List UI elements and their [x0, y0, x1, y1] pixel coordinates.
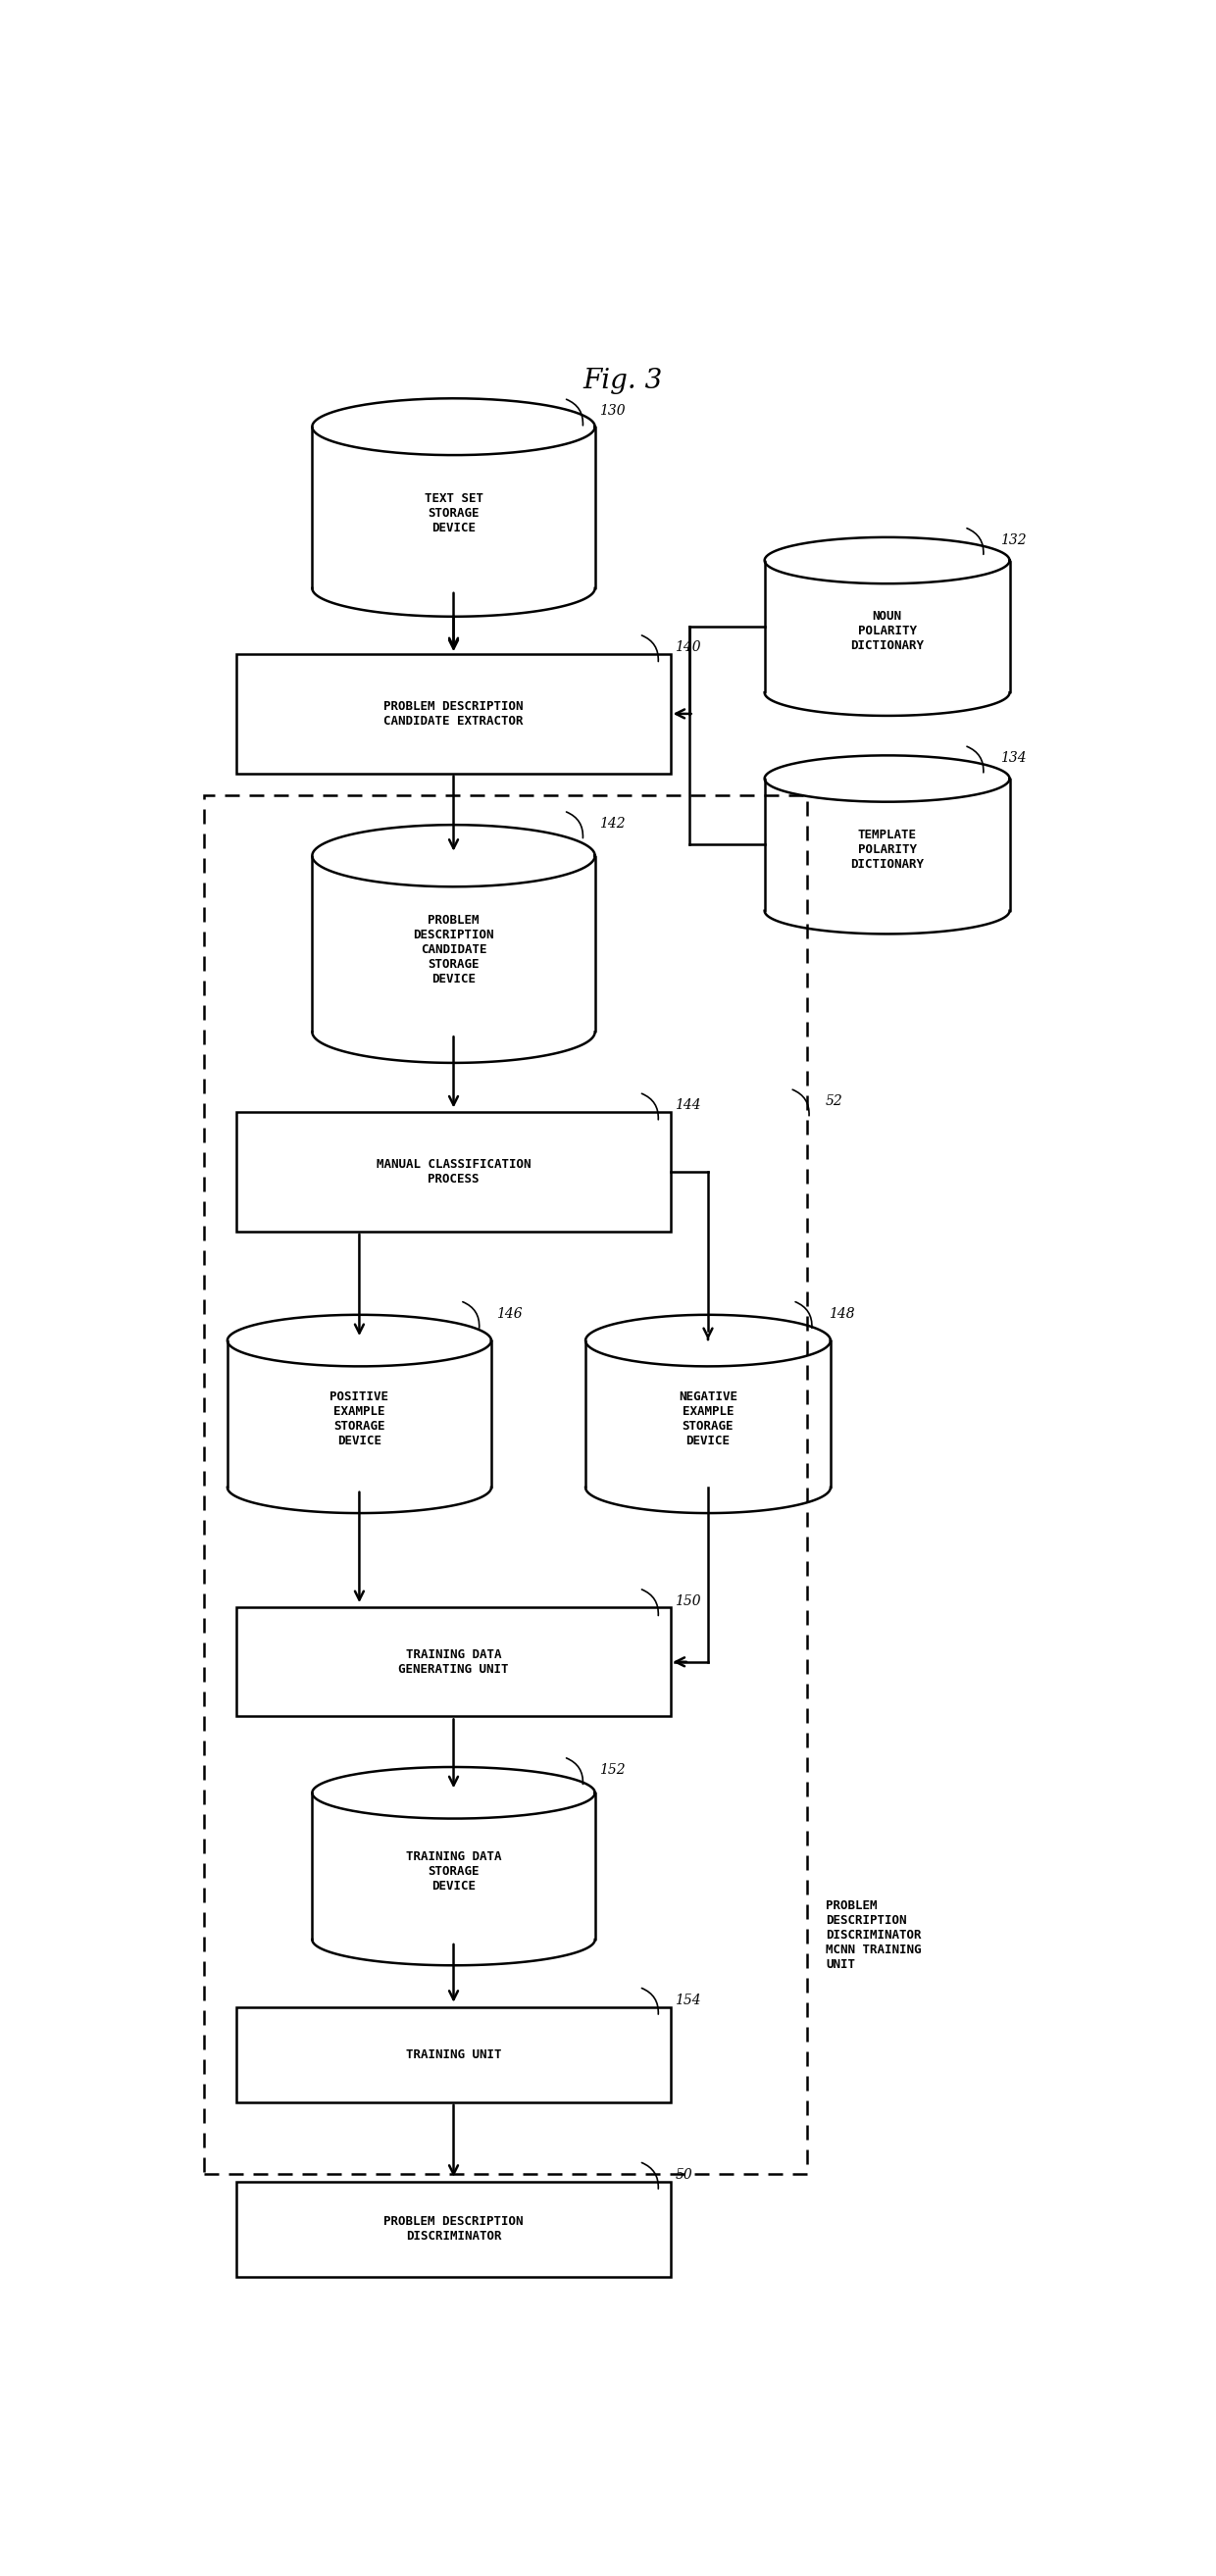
Text: 148: 148 [828, 1306, 855, 1321]
Text: MANUAL CLASSIFICATION
PROCESS: MANUAL CLASSIFICATION PROCESS [376, 1159, 531, 1185]
Text: TEXT SET
STORAGE
DEVICE: TEXT SET STORAGE DEVICE [424, 492, 483, 533]
Bar [237, 1113, 670, 1231]
Bar [204, 796, 807, 2174]
Text: TRAINING UNIT: TRAINING UNIT [406, 2048, 501, 2061]
Text: 142: 142 [599, 817, 626, 832]
Text: NEGATIVE
EXAMPLE
STORAGE
DEVICE: NEGATIVE EXAMPLE STORAGE DEVICE [679, 1391, 737, 1448]
Text: PROBLEM
DESCRIPTION
CANDIDATE
STORAGE
DEVICE: PROBLEM DESCRIPTION CANDIDATE STORAGE DE… [413, 914, 494, 987]
Text: PROBLEM DESCRIPTION
DISCRIMINATOR: PROBLEM DESCRIPTION DISCRIMINATOR [384, 2215, 523, 2244]
Text: 144: 144 [675, 1100, 702, 1113]
Text: PROBLEM
DESCRIPTION
DISCRIMINATOR
MCNN TRAINING
UNIT: PROBLEM DESCRIPTION DISCRIMINATOR MCNN T… [826, 1901, 922, 1971]
Bar [237, 1607, 670, 1716]
Text: 52: 52 [826, 1095, 843, 1108]
Text: TRAINING DATA
STORAGE
DEVICE: TRAINING DATA STORAGE DEVICE [406, 1850, 501, 1893]
Text: 154: 154 [675, 1994, 702, 2007]
Text: 130: 130 [599, 404, 626, 417]
Text: 134: 134 [1000, 752, 1026, 765]
Text: 132: 132 [1000, 533, 1026, 546]
Text: TRAINING DATA
GENERATING UNIT: TRAINING DATA GENERATING UNIT [399, 1649, 508, 1674]
Text: PROBLEM DESCRIPTION
CANDIDATE EXTRACTOR: PROBLEM DESCRIPTION CANDIDATE EXTRACTOR [384, 701, 523, 726]
Text: 50: 50 [675, 2169, 692, 2182]
Text: 150: 150 [675, 1595, 702, 1607]
Text: 140: 140 [675, 641, 702, 654]
Text: 152: 152 [599, 1762, 626, 1777]
Text: NOUN
POLARITY
DICTIONARY: NOUN POLARITY DICTIONARY [850, 611, 924, 652]
Text: Fig. 3: Fig. 3 [584, 368, 663, 394]
Bar [237, 654, 670, 773]
Bar [237, 2007, 670, 2102]
Bar [237, 2182, 670, 2277]
Text: TEMPLATE
POLARITY
DICTIONARY: TEMPLATE POLARITY DICTIONARY [850, 829, 924, 871]
Text: 146: 146 [496, 1306, 522, 1321]
Text: POSITIVE
EXAMPLE
STORAGE
DEVICE: POSITIVE EXAMPLE STORAGE DEVICE [330, 1391, 389, 1448]
